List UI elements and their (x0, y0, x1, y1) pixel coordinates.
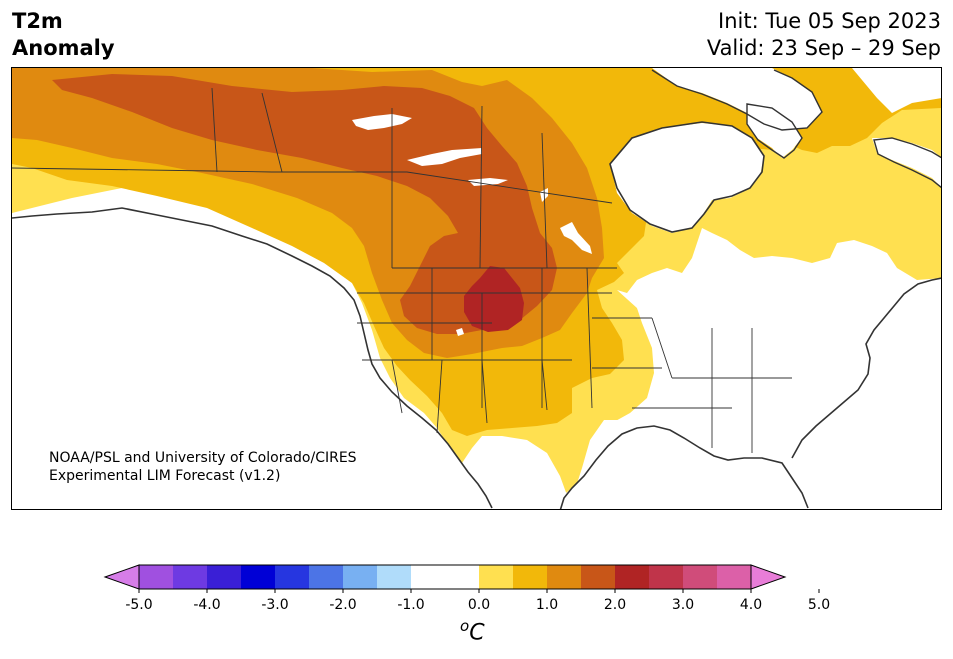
colorbar-min-extension (103, 564, 140, 590)
gulf-of-mexico (553, 426, 870, 509)
hudson-bay (610, 123, 764, 233)
colorbar-swatch (411, 565, 445, 589)
colorbar-swatch (445, 565, 479, 589)
credit-line-1: NOAA/PSL and University of Colorado/CIRE… (49, 450, 357, 466)
coastline-labrador (873, 137, 941, 189)
colorbar-tick-label: -3.0 (261, 597, 288, 613)
coastline-baffin (746, 103, 803, 159)
colorbar-tick-label: -4.0 (193, 597, 220, 613)
coastline-east (791, 277, 941, 459)
colorbar-tick-label: -5.0 (125, 597, 152, 613)
colorbar-tick-label: 1.0 (536, 597, 558, 613)
colorbar-swatch (173, 565, 207, 589)
great-bear-lake (352, 114, 412, 130)
colorbar-swatch (649, 565, 683, 589)
credit-line-2: Experimental LIM Forecast (v1.2) (49, 468, 281, 484)
colorbar-tick-label: 4.0 (740, 597, 762, 613)
colorbar-swatch (547, 565, 581, 589)
forecast-dates: Init: Tue 05 Sep 2023 Valid: 23 Sep – 29… (707, 8, 941, 62)
coastline-hudson (609, 121, 765, 233)
init-date: Init: Tue 05 Sep 2023 (718, 9, 941, 33)
colorbar-tick-label: -1.0 (397, 597, 424, 613)
colorbar-swatch (513, 565, 547, 589)
colorbar: -5.0 -4.0 -3.0 -2.0 -1.0 0.0 1.0 2.0 3.0 4.0 5.0 (100, 560, 860, 628)
lake-winnipeg (560, 222, 592, 254)
baffin-waters (747, 103, 802, 158)
unit-label: oC (460, 617, 485, 645)
great-slave-lake (407, 148, 482, 166)
atlantic-ocean (792, 280, 941, 509)
colorbar-swatch (615, 565, 649, 589)
colorbar-swatch (275, 565, 309, 589)
colorbar-max-extension (750, 564, 787, 590)
anomaly-fill-2p5 (464, 266, 524, 332)
colorbar-tick-label: -2.0 (329, 597, 356, 613)
anomaly-fill-2p0 (52, 74, 557, 334)
coastline-gulf (559, 425, 809, 509)
unit-text: C (469, 620, 485, 646)
map-title: T2m Anomaly (12, 8, 115, 62)
colorbar-swatch (479, 565, 513, 589)
colorbar-swatch (139, 565, 173, 589)
colorbar-swatch (683, 565, 717, 589)
colorbar-svg: -5.0 -4.0 -3.0 -2.0 -1.0 0.0 1.0 2.0 3.0 4.0 5.0 (103, 564, 830, 613)
colorbar-swatch (581, 565, 615, 589)
coastline-arctic (651, 69, 823, 131)
colorbar-swatch (717, 565, 751, 589)
lake-athabasca (468, 178, 508, 186)
coastline-west (12, 207, 493, 509)
colorbar-tick-label: 5.0 (808, 597, 830, 613)
pacific-ocean (12, 208, 497, 509)
colorbar-tick-label: 2.0 (604, 597, 626, 613)
labrador-waters (872, 138, 941, 187)
colorbar-tick-label: 0.0 (468, 597, 490, 613)
colorbar-swatch (377, 565, 411, 589)
title-line-1: T2m (12, 9, 63, 33)
colorbar-swatch (207, 565, 241, 589)
valid-range: Valid: 23 Sep – 29 Sep (706, 36, 941, 60)
colorbar-swatch (309, 565, 343, 589)
credit-text: NOAA/PSL and University of Colorado/CIRE… (49, 449, 357, 485)
unit-degree-symbol: o (460, 617, 470, 635)
title-line-2: Anomaly (12, 36, 115, 60)
colorbar-tick-label: 3.0 (672, 597, 694, 613)
colorbar-swatch (343, 565, 377, 589)
greenland-waters (852, 68, 941, 113)
great-salt-lake (456, 328, 464, 336)
colorbar-outline (138, 564, 752, 590)
colorbar-swatch (241, 565, 275, 589)
map-canvas (12, 68, 941, 509)
anomaly-map (11, 67, 942, 510)
political-borders (12, 87, 792, 453)
